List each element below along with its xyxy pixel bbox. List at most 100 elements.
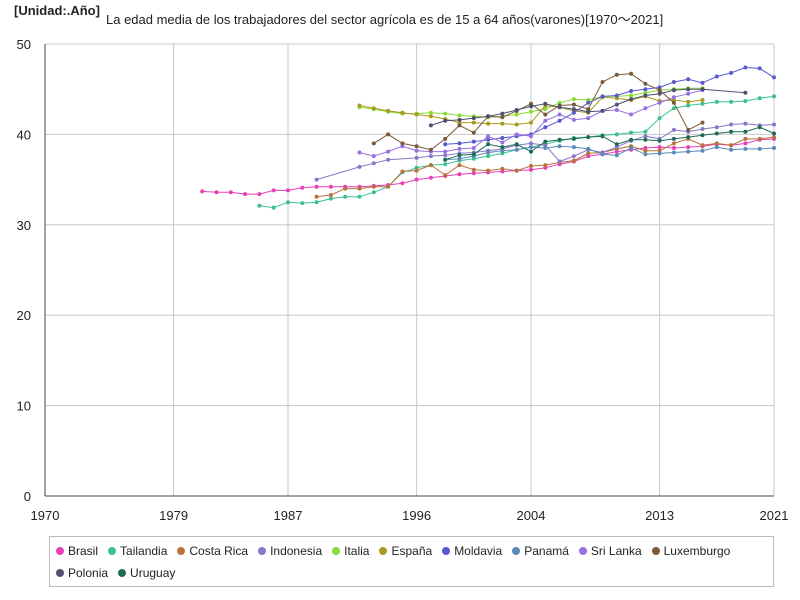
data-point-luxemburgo — [443, 136, 448, 141]
legend-item[interactable]: Uruguay — [118, 566, 175, 580]
data-point-luxemburgo — [700, 120, 705, 125]
data-point-sri-lanka — [357, 150, 362, 155]
legend-marker-icon — [177, 547, 186, 555]
legend-item[interactable]: Luxemburgo — [651, 544, 730, 558]
data-point-indonesia — [557, 159, 562, 164]
data-point-brasil — [228, 190, 233, 195]
data-point-moldavia — [700, 80, 705, 85]
data-point-tailandia — [729, 99, 734, 104]
legend-label: Sri Lanka — [590, 544, 642, 558]
data-point-polonia — [486, 114, 491, 119]
data-point-espana — [686, 99, 691, 104]
legend-item[interactable]: Polonia — [56, 566, 108, 580]
data-point-italia — [529, 109, 533, 114]
data-point-tailandia — [271, 205, 276, 210]
data-point-moldavia — [686, 77, 691, 82]
data-point-costa-rica — [357, 186, 362, 191]
data-point-moldavia — [772, 75, 776, 80]
data-point-uruguay — [743, 129, 748, 134]
tick-labels: 0 10 20 30 40 50 1970 1979 1987 1996 2004 2013 2021 — [17, 37, 789, 523]
legend-item[interactable]: Brasil — [56, 544, 98, 558]
y-tick-label: 10 — [17, 399, 31, 414]
data-point-polonia — [614, 102, 619, 107]
data-point-moldavia — [729, 70, 734, 75]
legend-item[interactable]: España — [379, 544, 432, 558]
data-point-panama — [586, 146, 591, 151]
data-point-brasil — [257, 192, 262, 197]
data-point-panama — [729, 147, 734, 152]
data-point-espana — [414, 112, 419, 117]
data-point-luxemburgo — [600, 80, 605, 84]
data-point-uruguay — [614, 142, 619, 147]
data-point-panama — [772, 146, 776, 150]
legend-label: Polonia — [68, 566, 109, 580]
data-point-uruguay — [629, 137, 634, 142]
legend-label: Indonesia — [270, 544, 323, 558]
data-point-polonia — [629, 97, 634, 102]
data-point-indonesia — [614, 145, 619, 150]
legend-item[interactable]: Sri Lanka — [578, 544, 642, 558]
data-point-indonesia — [643, 134, 648, 139]
data-point-costa-rica — [343, 186, 348, 191]
legend-item[interactable]: Indonesia — [258, 544, 322, 558]
legend-label: Brasil — [68, 544, 99, 558]
data-point-costa-rica — [428, 163, 433, 168]
legend-marker-icon — [56, 569, 64, 577]
data-point-indonesia — [443, 153, 448, 158]
data-point-uruguay — [443, 157, 448, 162]
legend-item[interactable]: Panamá — [512, 544, 569, 558]
data-point-indonesia — [772, 122, 776, 127]
data-point-panama — [743, 146, 748, 151]
x-tick-label: 1996 — [402, 508, 431, 523]
data-point-moldavia — [671, 80, 676, 84]
data-point-sri-lanka — [500, 140, 505, 145]
data-point-tailandia — [686, 103, 691, 108]
series-costa-rica — [314, 135, 776, 199]
data-point-indonesia — [314, 177, 319, 182]
data-point-uruguay — [643, 137, 648, 142]
data-point-indonesia — [700, 127, 705, 131]
data-point-tailandia — [343, 194, 348, 199]
data-point-tailandia — [772, 94, 776, 99]
data-point-costa-rica — [471, 167, 476, 172]
data-point-brasil — [457, 172, 462, 177]
data-point-espana — [471, 120, 476, 125]
data-point-moldavia — [600, 94, 605, 99]
data-point-luxemburgo — [686, 127, 691, 132]
data-point-costa-rica — [514, 168, 519, 173]
legend-item[interactable]: Costa Rica — [177, 544, 248, 558]
data-point-brasil — [529, 167, 533, 172]
data-point-polonia — [571, 107, 576, 112]
data-point-costa-rica — [314, 194, 319, 199]
data-point-tailandia — [700, 101, 705, 106]
data-point-brasil — [686, 145, 691, 150]
y-tick-label: 20 — [17, 308, 31, 323]
data-point-costa-rica — [671, 141, 676, 146]
data-point-moldavia — [486, 137, 491, 142]
data-point-tailandia — [743, 99, 748, 103]
x-tick-label: 1987 — [274, 508, 303, 523]
data-point-brasil — [671, 146, 676, 150]
data-point-tailandia — [657, 116, 662, 121]
legend-item[interactable]: Italia — [332, 544, 369, 558]
data-point-tailandia — [414, 165, 419, 170]
data-point-costa-rica — [328, 193, 333, 197]
legend-marker-icon — [512, 547, 521, 555]
legend-item[interactable]: Tailandia — [108, 544, 167, 558]
data-point-moldavia — [443, 142, 448, 147]
data-point-panama — [543, 146, 548, 150]
data-point-moldavia — [629, 89, 634, 93]
data-point-polonia — [686, 87, 691, 92]
data-point-panama — [714, 145, 719, 150]
data-point-moldavia — [500, 136, 505, 140]
data-point-brasil — [243, 192, 248, 197]
legend-item[interactable]: Moldavia — [442, 544, 502, 558]
data-point-polonia — [457, 117, 462, 122]
legend-label: Italia — [344, 544, 370, 558]
data-point-tailandia — [614, 132, 619, 137]
data-point-costa-rica — [743, 136, 748, 141]
data-point-italia — [629, 93, 634, 98]
data-point-indonesia — [743, 121, 748, 126]
data-point-costa-rica — [700, 143, 705, 148]
data-point-uruguay — [529, 149, 533, 154]
